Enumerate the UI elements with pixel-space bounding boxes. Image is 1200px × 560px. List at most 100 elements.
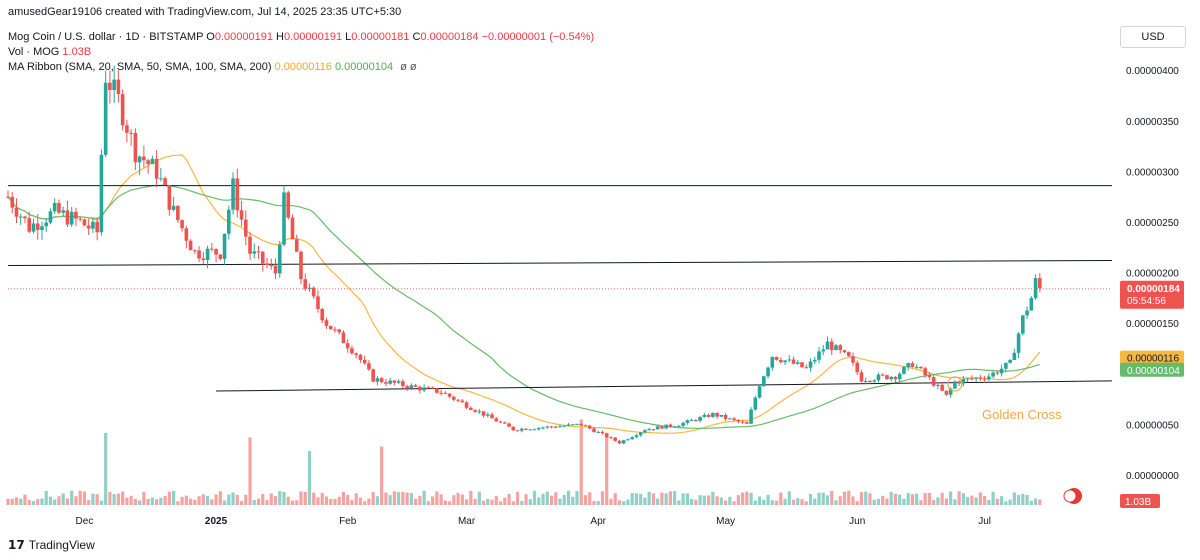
candle-body bbox=[159, 178, 163, 180]
candle-body bbox=[235, 178, 240, 211]
volume-bar bbox=[503, 497, 507, 505]
volume-bar bbox=[74, 496, 78, 505]
volume-bar bbox=[121, 491, 125, 505]
volume-bar bbox=[31, 501, 36, 505]
volume-bar bbox=[104, 433, 108, 505]
candle-body bbox=[396, 381, 401, 383]
volume-bar bbox=[600, 491, 605, 505]
candle-body bbox=[795, 362, 800, 364]
candle-body bbox=[885, 375, 889, 380]
volume-bar bbox=[19, 498, 23, 505]
close-label: C bbox=[412, 31, 421, 43]
volume-bar bbox=[392, 491, 396, 505]
ma20-badge bbox=[1120, 350, 1184, 365]
volume-bar bbox=[163, 495, 167, 505]
candle-body bbox=[783, 360, 787, 363]
candle-body bbox=[91, 221, 95, 229]
candle-body bbox=[367, 363, 371, 370]
candle-body bbox=[524, 428, 528, 430]
candle-body bbox=[358, 354, 363, 360]
volume-bar bbox=[953, 499, 957, 505]
candle-body bbox=[99, 154, 104, 233]
x-tick-label: Jun bbox=[849, 516, 865, 527]
volume-bar bbox=[452, 495, 456, 505]
currency-button[interactable]: USD bbox=[1120, 26, 1186, 48]
ma-ribbon-label[interactable]: MA Ribbon (SMA, 20, SMA, 50, SMA, 100, S… bbox=[8, 61, 272, 73]
candle-body bbox=[562, 425, 567, 427]
volume-bar bbox=[380, 446, 384, 505]
candle-body bbox=[125, 125, 129, 133]
volume-bar bbox=[940, 492, 944, 505]
volume-bar bbox=[749, 492, 753, 505]
candle-body bbox=[48, 211, 53, 223]
volume-bar bbox=[155, 499, 159, 505]
candle-body bbox=[473, 409, 477, 412]
candle-body bbox=[269, 265, 274, 267]
candle-body bbox=[1008, 359, 1012, 363]
volume-bar bbox=[439, 494, 443, 505]
candle-body bbox=[197, 250, 201, 259]
candle-body bbox=[430, 387, 435, 389]
close-value: 0.00000184 bbox=[420, 31, 479, 43]
candle-body bbox=[647, 429, 651, 431]
volume-label[interactable]: Vol · MOG bbox=[8, 46, 60, 58]
volume-bar bbox=[673, 491, 677, 505]
volume-bar bbox=[481, 500, 486, 505]
volume-bar bbox=[456, 493, 460, 505]
volume-bar bbox=[329, 498, 333, 505]
candle-body bbox=[613, 437, 617, 441]
candle-body bbox=[753, 397, 758, 410]
ma-row: MA Ribbon (SMA, 20, SMA, 50, SMA, 100, S… bbox=[8, 60, 594, 75]
symbol-label[interactable]: Mog Coin / U.S. dollar · 1D · BITSTAMP bbox=[8, 31, 204, 43]
candle-body bbox=[311, 287, 316, 297]
volume-bar bbox=[766, 494, 770, 505]
candle-body bbox=[95, 221, 99, 233]
candle-body bbox=[1021, 315, 1025, 334]
candle-body bbox=[800, 362, 804, 368]
volume-bar bbox=[796, 498, 800, 505]
volume-bar bbox=[464, 499, 469, 505]
candle-body bbox=[23, 216, 27, 219]
candle-body bbox=[681, 422, 685, 426]
candle-body bbox=[303, 279, 308, 289]
candle-body bbox=[596, 431, 601, 433]
candle-body bbox=[401, 381, 405, 387]
volume-bar bbox=[363, 501, 367, 505]
candle-body bbox=[146, 160, 150, 165]
level-line bbox=[7, 259, 1113, 267]
candle-body bbox=[210, 248, 214, 250]
volume-bar bbox=[159, 497, 163, 505]
last-price-badge bbox=[1120, 280, 1184, 309]
volume-bar bbox=[1008, 499, 1012, 505]
volume-bar bbox=[333, 498, 337, 505]
volume-bar bbox=[651, 493, 656, 505]
candle-body bbox=[736, 419, 741, 422]
volume-bar bbox=[872, 499, 876, 505]
volume-bar bbox=[808, 494, 813, 505]
volume-bar bbox=[774, 500, 779, 505]
candle-body bbox=[643, 430, 647, 433]
candle-body bbox=[27, 218, 32, 232]
ma20-value: 0.00000116 bbox=[274, 61, 332, 73]
candle-body bbox=[31, 223, 36, 232]
candle-body bbox=[256, 251, 261, 253]
candle-body bbox=[52, 202, 57, 212]
candle-body bbox=[825, 341, 830, 350]
candle-body bbox=[222, 233, 227, 259]
hidden-ma-icons[interactable]: ø ø bbox=[400, 61, 417, 73]
candle-body bbox=[970, 378, 974, 380]
volume-bar bbox=[14, 497, 19, 505]
candle-body bbox=[137, 156, 142, 163]
ma50-value: 0.00000104 bbox=[334, 61, 394, 73]
candle-body bbox=[214, 249, 218, 255]
y-tick-label: 0.00000250 bbox=[1126, 218, 1179, 229]
volume-bar bbox=[859, 492, 864, 505]
candle-body bbox=[519, 428, 524, 431]
volume-bar bbox=[571, 496, 575, 505]
tradingview-brand: TradingView bbox=[28, 538, 95, 552]
volume-bar bbox=[494, 495, 498, 505]
candle-body bbox=[999, 368, 1004, 374]
volume-bar bbox=[443, 500, 447, 505]
candle-body bbox=[766, 367, 770, 377]
